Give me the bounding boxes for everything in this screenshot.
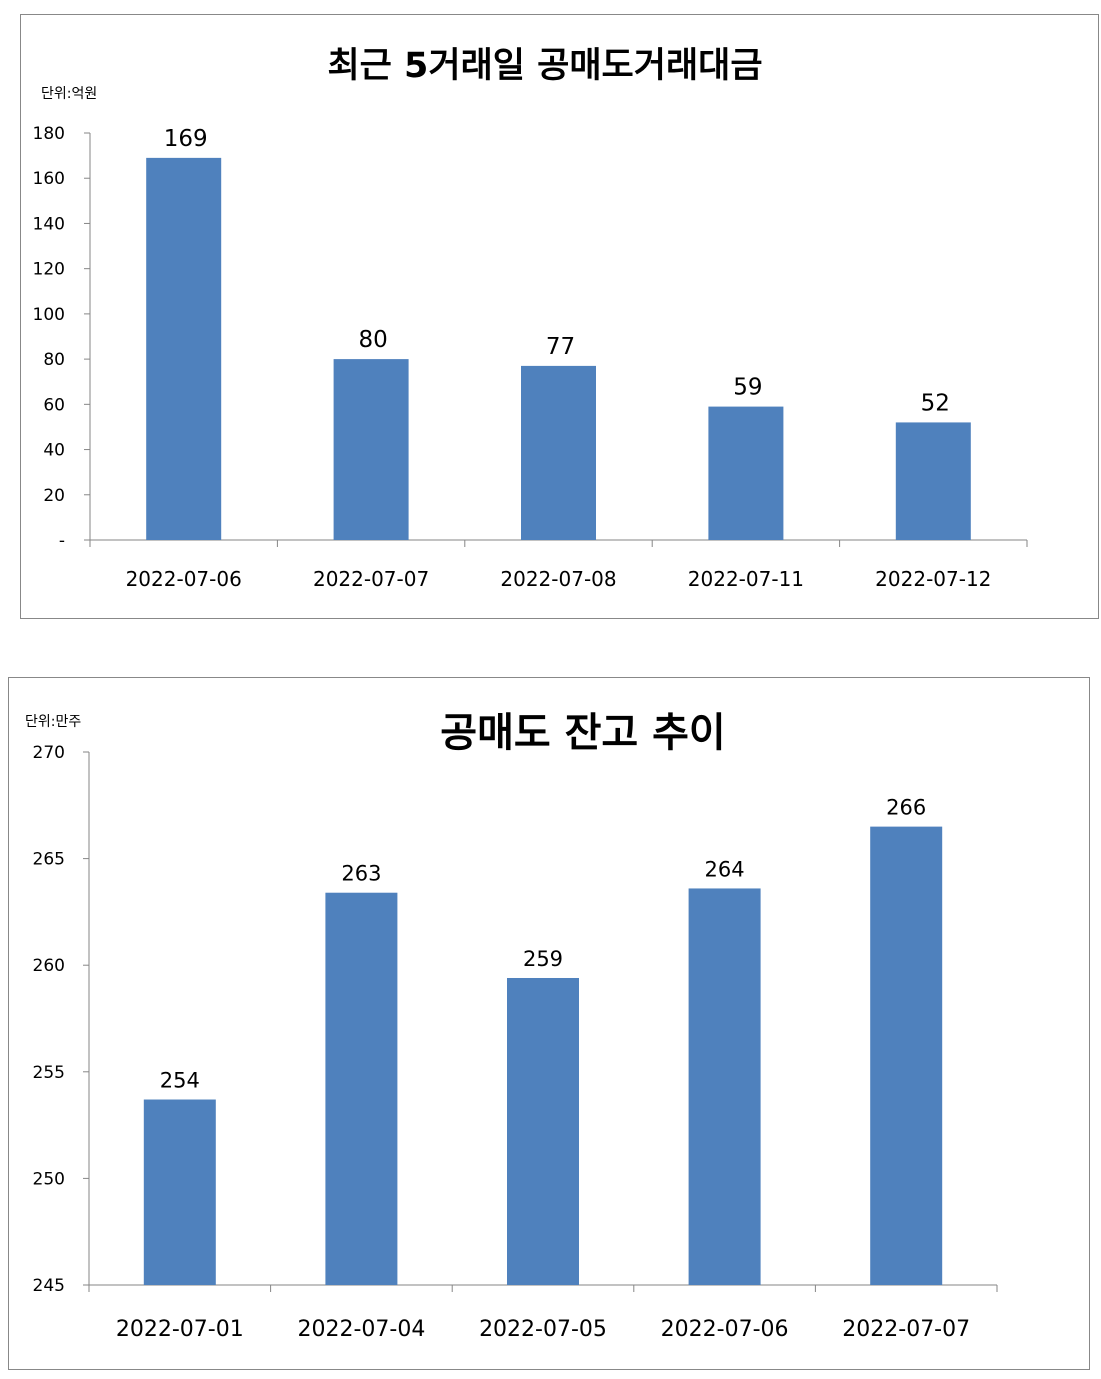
x-tick-label: 2022-07-04 bbox=[297, 1317, 425, 1342]
chart-short-balance: 공매도 잔고 추이 단위:만주 245 250 255 260 265 270 254 2022-… bbox=[25, 710, 998, 1342]
bar bbox=[146, 157, 222, 540]
data-label: 264 bbox=[705, 857, 745, 881]
chart-title: 최근 5거래일 공매도거래대금 bbox=[327, 46, 762, 86]
x-tick-label: 2022-07-06 bbox=[661, 1317, 789, 1342]
x-tick-label: 2022-07-07 bbox=[313, 567, 429, 591]
y-tick-label: 20 bbox=[43, 486, 65, 506]
bar bbox=[143, 1099, 216, 1285]
x-tick-label: 2022-07-08 bbox=[500, 567, 616, 591]
y-tick-label: 40 bbox=[43, 441, 65, 461]
bar bbox=[507, 977, 579, 1285]
data-label: 266 bbox=[886, 796, 926, 820]
data-label: 263 bbox=[341, 862, 381, 886]
y-tick-label: - bbox=[59, 531, 65, 551]
bar bbox=[688, 888, 761, 1285]
unit-label: 단위:만주 bbox=[25, 714, 81, 730]
data-label: 169 bbox=[164, 126, 208, 152]
bar bbox=[895, 422, 971, 540]
bar bbox=[870, 826, 943, 1285]
y-tick-label: 140 bbox=[33, 214, 65, 234]
data-label: 77 bbox=[546, 334, 575, 360]
unit-label: 단위:억원 bbox=[41, 86, 97, 102]
chart-panel-short-balance: 공매도 잔고 추이 단위:만주 245 250 255 260 265 270 254 2022-… bbox=[8, 677, 1090, 1370]
y-tick-label: 270 bbox=[33, 743, 65, 763]
y-tick-label: 60 bbox=[43, 395, 65, 415]
bar bbox=[333, 359, 409, 540]
x-tick-label: 2022-07-06 bbox=[126, 567, 242, 591]
chart-title: 공매도 잔고 추이 bbox=[440, 710, 725, 756]
data-label: 259 bbox=[523, 947, 563, 971]
y-tick-label: 120 bbox=[33, 260, 65, 280]
y-tick-label: 250 bbox=[33, 1169, 65, 1189]
y-tick-label: 260 bbox=[33, 956, 65, 976]
x-tick-label: 2022-07-12 bbox=[875, 567, 991, 591]
bar bbox=[521, 365, 596, 540]
y-tick-label: 100 bbox=[33, 305, 65, 325]
y-tick-label: 160 bbox=[33, 169, 65, 189]
bar bbox=[325, 892, 398, 1285]
bar bbox=[708, 406, 784, 540]
data-label: 80 bbox=[358, 327, 387, 353]
y-tick-label: 180 bbox=[33, 124, 65, 144]
y-tick-label: 80 bbox=[43, 350, 65, 370]
data-label: 59 bbox=[733, 375, 762, 401]
x-tick-label: 2022-07-01 bbox=[116, 1317, 244, 1342]
y-tick-label: 265 bbox=[33, 850, 65, 870]
data-label: 254 bbox=[160, 1069, 200, 1093]
y-tick-label: 245 bbox=[33, 1276, 65, 1296]
y-tick-label: 255 bbox=[33, 1063, 65, 1083]
x-tick-label: 2022-07-07 bbox=[842, 1317, 970, 1342]
x-tick-label: 2022-07-05 bbox=[479, 1317, 607, 1342]
data-label: 52 bbox=[921, 390, 950, 416]
x-tick-label: 2022-07-11 bbox=[688, 567, 804, 591]
